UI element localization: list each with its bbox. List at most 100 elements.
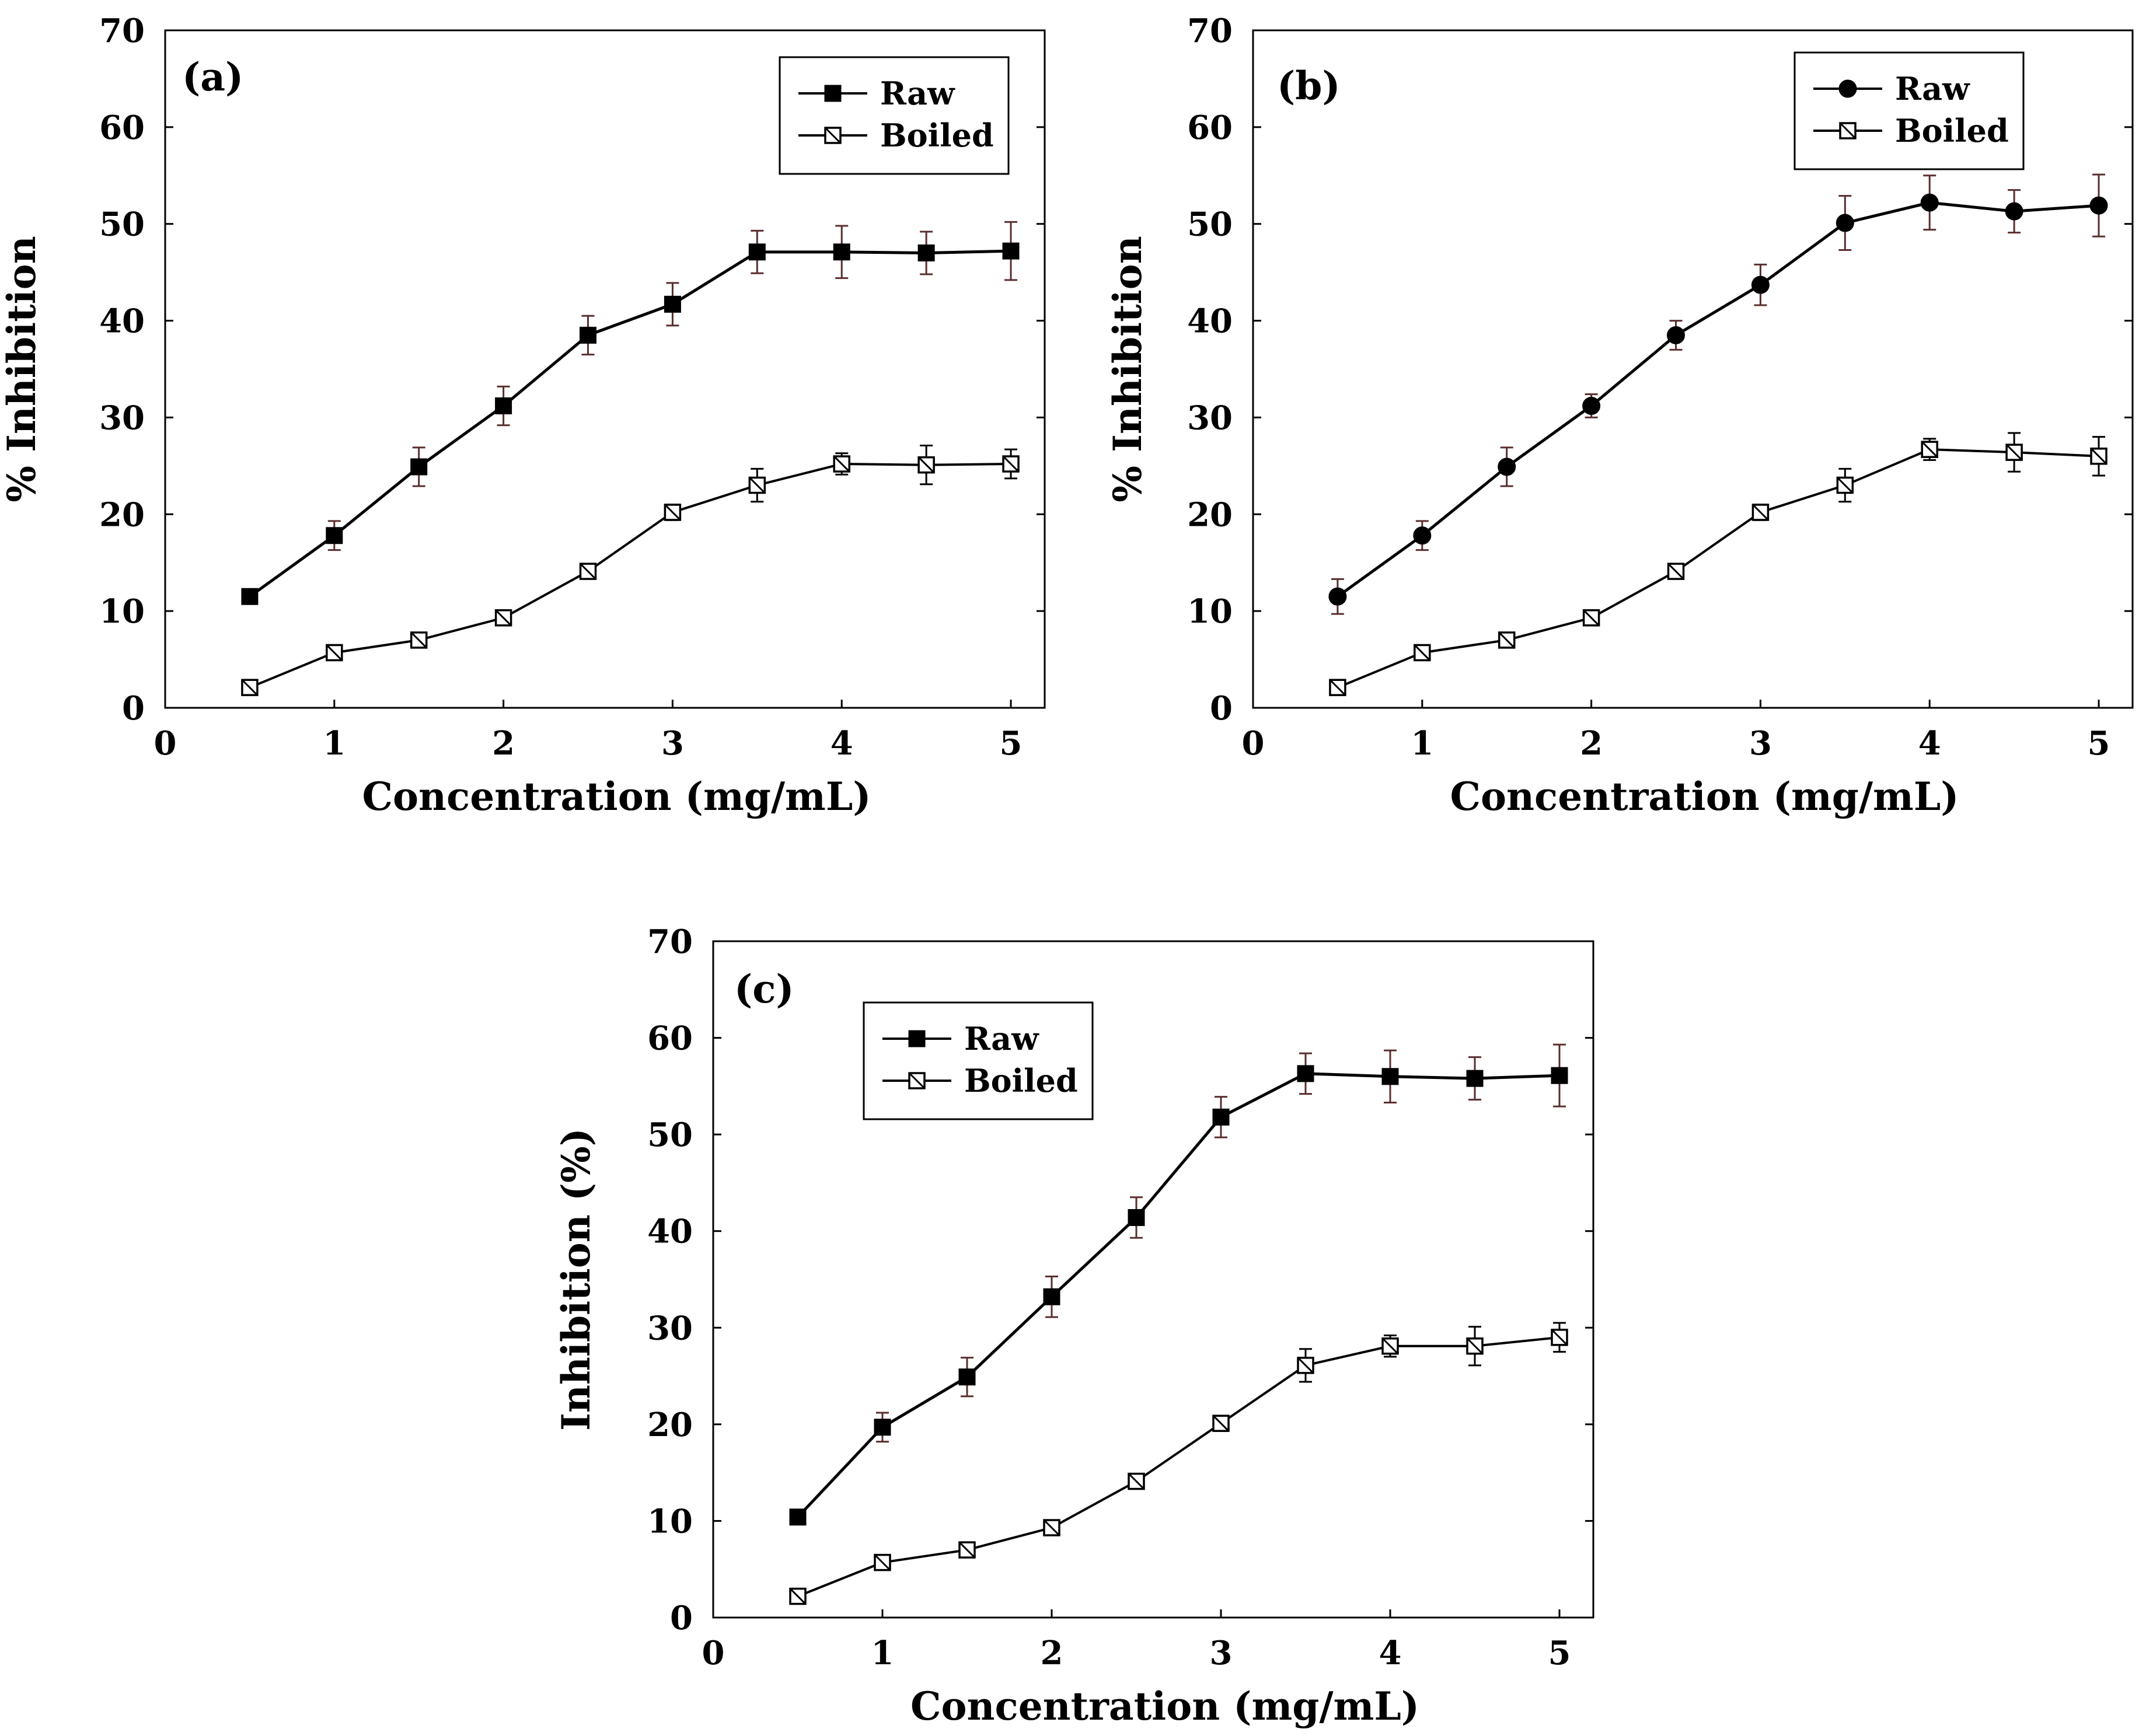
data-point-boiled (664, 504, 682, 521)
series-raw (241, 221, 1020, 605)
data-point-boiled (1128, 1472, 1145, 1490)
series-line-raw (249, 249, 1011, 598)
y-tick-label: 20 (99, 495, 145, 534)
series-raw (789, 1043, 1568, 1526)
panel-label: (c) (734, 966, 794, 1012)
legend-marker-boiled (1839, 122, 1857, 139)
data-point-boiled (748, 476, 766, 494)
x-tick-label: 4 (1379, 1634, 1402, 1672)
panel-label: (a) (182, 54, 243, 100)
x-tick-label: 3 (1749, 724, 1772, 763)
data-point-raw (326, 527, 343, 544)
data-point-boiled (1212, 1414, 1230, 1432)
y-tick-label: 70 (99, 12, 145, 50)
data-point-boiled (2005, 443, 2023, 461)
x-tick-label: 5 (1548, 1634, 1571, 1672)
series-line-raw (797, 1072, 1560, 1518)
legend-label-raw: Raw (1895, 70, 1970, 107)
data-point-boiled (1329, 679, 1346, 696)
data-point-boiled (1043, 1519, 1060, 1536)
data-point-boiled (1551, 1329, 1568, 1346)
series-line-boiled (1337, 448, 2099, 689)
data-point-raw (874, 1419, 891, 1436)
data-point-boiled (1751, 504, 1770, 521)
data-point-boiled (494, 609, 512, 627)
y-tick-label: 30 (647, 1309, 693, 1347)
plot-frame (712, 940, 1594, 1619)
x-tick-label: 3 (661, 724, 684, 763)
data-point-raw (664, 295, 681, 313)
data-point-raw (1328, 587, 1347, 606)
data-point-boiled (917, 456, 935, 474)
y-tick-label: 10 (1187, 592, 1233, 631)
data-point-boiled (874, 1553, 891, 1571)
panel-label: (b) (1277, 63, 1341, 109)
data-point-boiled (1921, 441, 1938, 458)
y-tick-label: 40 (1187, 302, 1233, 341)
legend-label-raw: Raw (964, 1020, 1039, 1057)
y-axis-label: % Inhibition (0, 236, 44, 502)
y-tick-label: 30 (1187, 399, 1233, 437)
x-tick-label: 0 (154, 724, 177, 763)
y-tick-label: 50 (1187, 205, 1233, 244)
data-point-raw (958, 1368, 976, 1386)
data-point-raw (748, 243, 766, 261)
legend-box (863, 1001, 1094, 1120)
legend-label-raw: Raw (880, 75, 955, 112)
data-point-raw (1128, 1209, 1145, 1227)
y-tick-label: 50 (99, 205, 145, 244)
plot-frame (164, 29, 1046, 709)
legend-marker-boiled (908, 1072, 926, 1089)
data-point-raw (1413, 526, 1432, 545)
plot-frame (1252, 29, 2134, 709)
data-point-boiled (1836, 476, 1854, 494)
x-tick-label: 5 (2088, 724, 2110, 763)
data-point-raw (1466, 1070, 1484, 1087)
data-point-boiled (1002, 455, 1020, 473)
data-point-raw (833, 243, 850, 261)
x-tick-label: 2 (1041, 1634, 1063, 1672)
x-tick-label: 1 (323, 724, 346, 763)
legend-box (779, 56, 1010, 175)
x-tick-label: 1 (871, 1634, 894, 1672)
data-point-raw (1667, 326, 1686, 344)
y-tick-label: 40 (647, 1213, 693, 1251)
data-point-raw (1836, 214, 1854, 232)
x-tick-label: 2 (1580, 724, 1603, 763)
data-point-boiled (1498, 631, 1516, 649)
data-point-boiled (410, 631, 428, 649)
series-raw (1328, 173, 2108, 615)
legend-marker-boiled (824, 127, 842, 144)
x-tick-label: 2 (492, 724, 515, 763)
y-tick-label: 70 (647, 923, 693, 961)
data-point-boiled (1297, 1357, 1314, 1374)
data-point-raw (2005, 202, 2023, 221)
data-point-boiled (789, 1587, 807, 1605)
x-tick-label: 4 (1918, 724, 1941, 763)
y-axis-label: Inhibition (%) (553, 1128, 599, 1431)
data-point-boiled (833, 455, 850, 473)
legend: Raw Boiled (863, 1001, 1094, 1120)
y-tick-label: 60 (1187, 109, 1233, 147)
y-axis-label: % Inhibition (1105, 236, 1150, 502)
data-point-boiled (2090, 448, 2107, 465)
y-tick-label: 10 (647, 1502, 693, 1541)
legend-label-boiled: Boiled (880, 117, 994, 154)
data-point-raw (410, 458, 428, 476)
x-tick-label: 3 (1210, 1634, 1233, 1672)
series-boiled (789, 1322, 1568, 1605)
data-point-boiled (958, 1541, 976, 1559)
data-point-raw (495, 397, 512, 415)
data-point-raw (241, 588, 259, 605)
x-axis-label: Concentration (mg/mL) (362, 774, 871, 819)
data-point-raw (1212, 1108, 1230, 1126)
data-point-boiled (1582, 609, 1600, 627)
legend-marker-raw (824, 85, 842, 102)
series-line-boiled (249, 463, 1011, 689)
y-tick-label: 40 (99, 302, 145, 341)
data-point-boiled (241, 679, 259, 696)
data-point-boiled (326, 644, 343, 662)
